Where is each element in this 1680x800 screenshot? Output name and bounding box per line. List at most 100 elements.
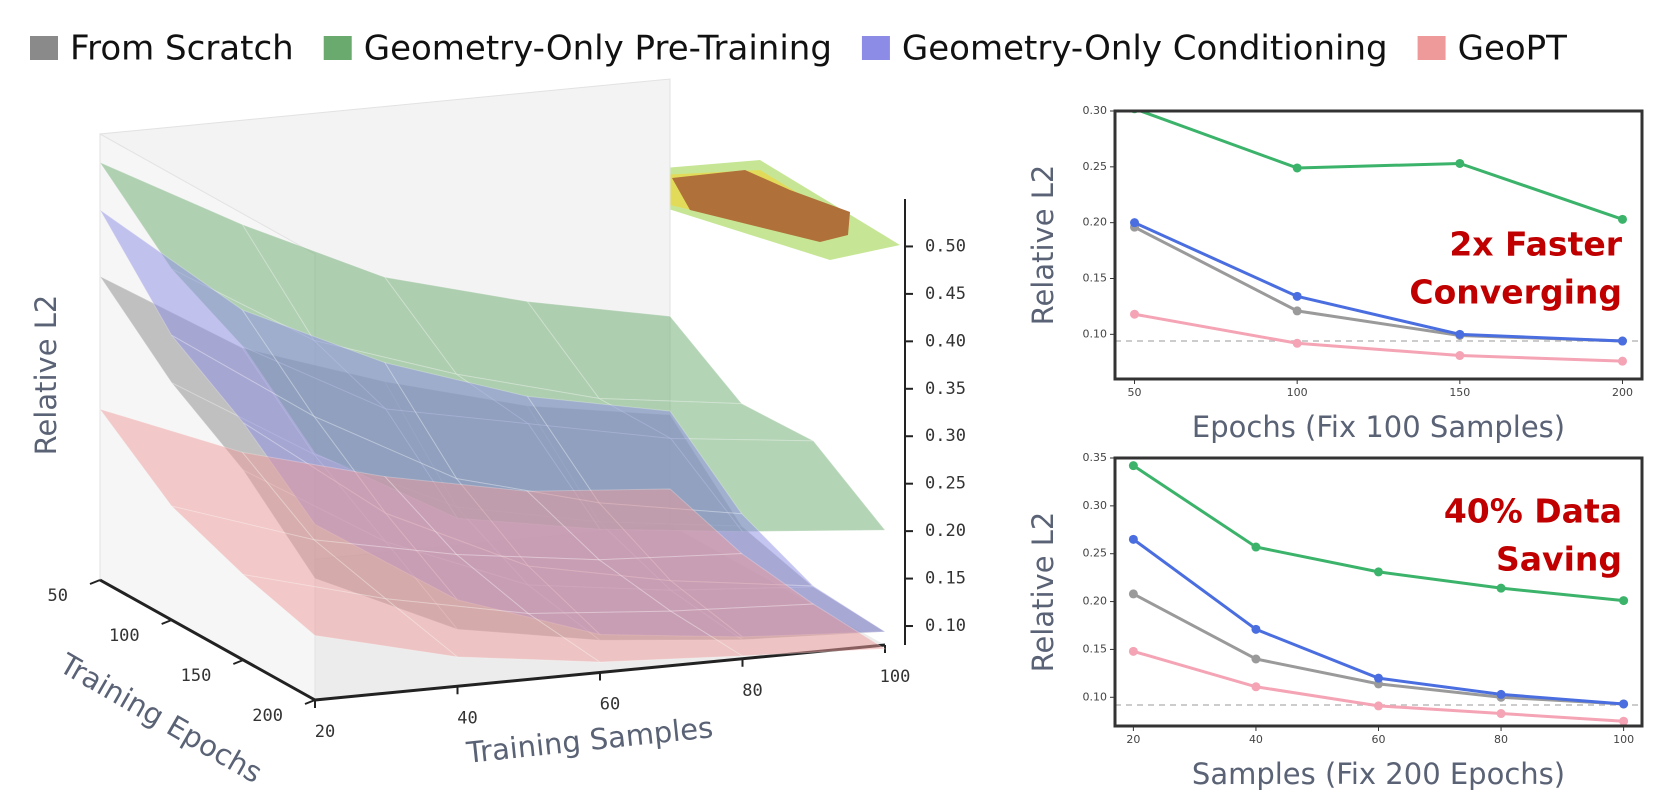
y-tick-label: 0.20: [1083, 595, 1108, 608]
point: [1251, 624, 1261, 634]
point: [1455, 158, 1465, 168]
z-tick-label: 0.35: [925, 379, 966, 399]
y-tick-label: 150: [181, 666, 212, 686]
z-tick-label: 0.40: [925, 331, 966, 351]
plot-frame: [1113, 109, 1644, 381]
series: [1128, 646, 1629, 726]
y-axis-label: Relative L2: [1026, 512, 1060, 673]
point: [1455, 351, 1465, 361]
line: [1136, 111, 1623, 221]
series: [1128, 534, 1629, 709]
x-tick-label: 50: [1128, 386, 1142, 399]
point: [1292, 338, 1302, 348]
y-tick: [232, 659, 244, 665]
point: [1128, 646, 1138, 656]
x-tick-label: 80: [742, 681, 762, 701]
x-tick-label: 100: [1287, 386, 1308, 399]
point: [1128, 461, 1138, 471]
point: [1292, 306, 1302, 316]
x-tick-label: 60: [600, 695, 620, 715]
z-tick-label: 0.45: [925, 284, 966, 304]
legend-swatch: [1417, 36, 1446, 60]
y-tick-label: 0.35: [1083, 451, 1108, 464]
point: [1617, 336, 1627, 346]
surface: [98, 408, 887, 663]
point: [1617, 356, 1627, 366]
y-tick-label: 0.25: [1083, 160, 1108, 173]
point: [1292, 163, 1302, 173]
y-axis-label: Relative L2: [1026, 165, 1060, 326]
y-tick-label: 200: [252, 706, 283, 726]
z-tick-label: 0.15: [925, 569, 966, 589]
point: [1128, 589, 1138, 599]
line: [1134, 312, 1623, 363]
series: [1130, 111, 1627, 224]
plot-frame: [1113, 456, 1644, 728]
z-tick-label: 0.30: [925, 426, 966, 446]
z-tick-label: 0.50: [925, 236, 966, 256]
point: [1455, 329, 1465, 339]
annotation: 40% Data: [1444, 492, 1622, 531]
z-tick-label: 0.10: [925, 616, 966, 636]
point: [1496, 583, 1506, 593]
y-tick-label: 0.15: [1083, 642, 1108, 655]
legend-label: Geometry-Only Conditioning: [902, 29, 1388, 69]
y-tick-label: 50: [48, 586, 68, 606]
series: [1128, 589, 1629, 709]
y-tick: [304, 699, 316, 705]
x-tick-label: 80: [1494, 733, 1508, 746]
point: [1374, 567, 1383, 577]
x-axis-label: Epochs (Fix 100 Samples): [1192, 410, 1565, 444]
point: [1374, 673, 1383, 683]
point: [1128, 534, 1138, 544]
point: [1496, 689, 1506, 699]
z-tick-label: 0.25: [925, 474, 966, 494]
y-tick-label: 0.10: [1083, 690, 1108, 703]
x-tick-label: 20: [1126, 733, 1140, 746]
series: [1130, 309, 1627, 366]
series: [1128, 461, 1629, 606]
point: [1130, 218, 1140, 228]
point: [1617, 214, 1627, 224]
point: [1130, 309, 1140, 319]
legend-swatch: [30, 36, 58, 60]
x-tick-label: 200: [1612, 386, 1633, 399]
y-tick-label: 0.15: [1083, 272, 1108, 285]
point: [1251, 542, 1261, 552]
car-inset: [640, 160, 900, 260]
car: [672, 170, 850, 242]
z-axis-label: Relative L2: [29, 295, 63, 456]
point: [1496, 709, 1506, 719]
y-axis: [99, 578, 316, 702]
x-axis-label: Training Samples: [464, 710, 715, 770]
y-tick: [161, 619, 173, 625]
legend-label: GeoPT: [1458, 29, 1568, 69]
legend-swatch: [861, 36, 890, 60]
annotation: Saving: [1496, 540, 1622, 579]
annotation: 2x Faster: [1449, 225, 1622, 264]
y-axis-label: Training Epochs: [53, 646, 268, 790]
surface-cell: [669, 603, 887, 657]
y-tick: [89, 579, 101, 585]
x-tick-label: 150: [1449, 386, 1470, 399]
x-tick-label: 100: [1613, 733, 1634, 746]
point: [1251, 654, 1261, 664]
z-tick-label: 0.20: [925, 521, 966, 541]
x-tick-label: 100: [880, 667, 911, 687]
y-tick-label: 0.10: [1083, 327, 1108, 340]
x-tick-label: 40: [457, 708, 477, 728]
point: [1374, 701, 1383, 711]
x-tick-label: 20: [315, 722, 335, 742]
point: [1619, 699, 1629, 709]
point: [1251, 682, 1261, 692]
y-tick-label: 0.30: [1083, 104, 1108, 117]
legend-label: Geometry-Only Pre-Training: [364, 29, 832, 69]
point: [1619, 716, 1629, 726]
y-tick-label: 0.20: [1083, 216, 1108, 229]
y-tick-label: 100: [109, 626, 140, 646]
line: [1132, 464, 1624, 603]
point: [1619, 596, 1629, 606]
line: [1133, 221, 1623, 343]
y-tick-label: 0.30: [1083, 499, 1108, 512]
